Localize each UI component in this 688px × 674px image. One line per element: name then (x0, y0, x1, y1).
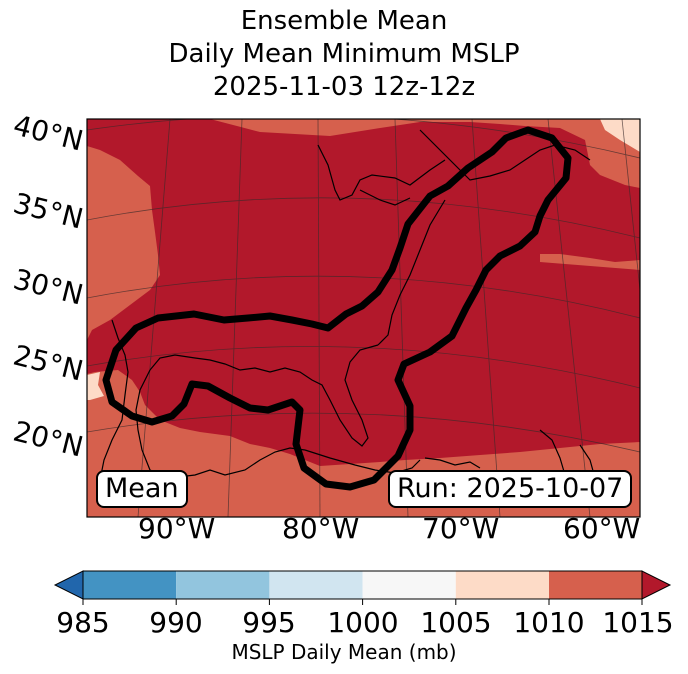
mean-label: Mean (96, 470, 188, 508)
field-1015-plus (87, 119, 640, 466)
colorbar-segment (549, 571, 642, 599)
title-line-3: 2025-11-03 12z-12z (212, 72, 476, 102)
colorbar-tick-label: 1005 (420, 606, 492, 639)
colorbar-tick-label: 985 (56, 606, 110, 639)
colorbar-segment (455, 571, 549, 599)
run-date-label: Run: 2025-10-07 (388, 470, 633, 508)
colorbar-tick-label: 1010 (513, 606, 585, 639)
colorbar-segment (269, 571, 363, 599)
map-area (87, 119, 640, 517)
lon-label-80w: 80°W (282, 512, 360, 545)
colorbar-tick-label: 990 (149, 606, 203, 639)
colorbar-segment (83, 571, 177, 599)
lon-label-90w: 90°W (138, 512, 216, 545)
colorbar-tick-label: 1015 (602, 606, 674, 639)
colorbar (53, 570, 672, 605)
colorbar-over (641, 570, 672, 600)
mslp-contour (102, 126, 572, 491)
colorbar-tick-marks (82, 599, 643, 605)
colorbar-tick-label: 1000 (327, 606, 399, 639)
colorbar-segment (176, 571, 270, 599)
field-1005-1010 (600, 119, 640, 152)
colorbar-tick-label: 995 (242, 606, 296, 639)
colorbar-under (53, 570, 84, 600)
lon-label-70w: 70°W (422, 512, 500, 545)
colorbar-segment (362, 571, 456, 599)
title-line-1: Ensemble Mean (240, 6, 448, 36)
map-frame (86, 118, 641, 518)
lon-label-60w: 60°W (563, 512, 641, 545)
colorbar-title: MSLP Daily Mean (mb) (231, 640, 457, 664)
title-line-2: Daily Mean Minimum MSLP (168, 39, 520, 69)
field-1005-1010 (87, 372, 104, 400)
